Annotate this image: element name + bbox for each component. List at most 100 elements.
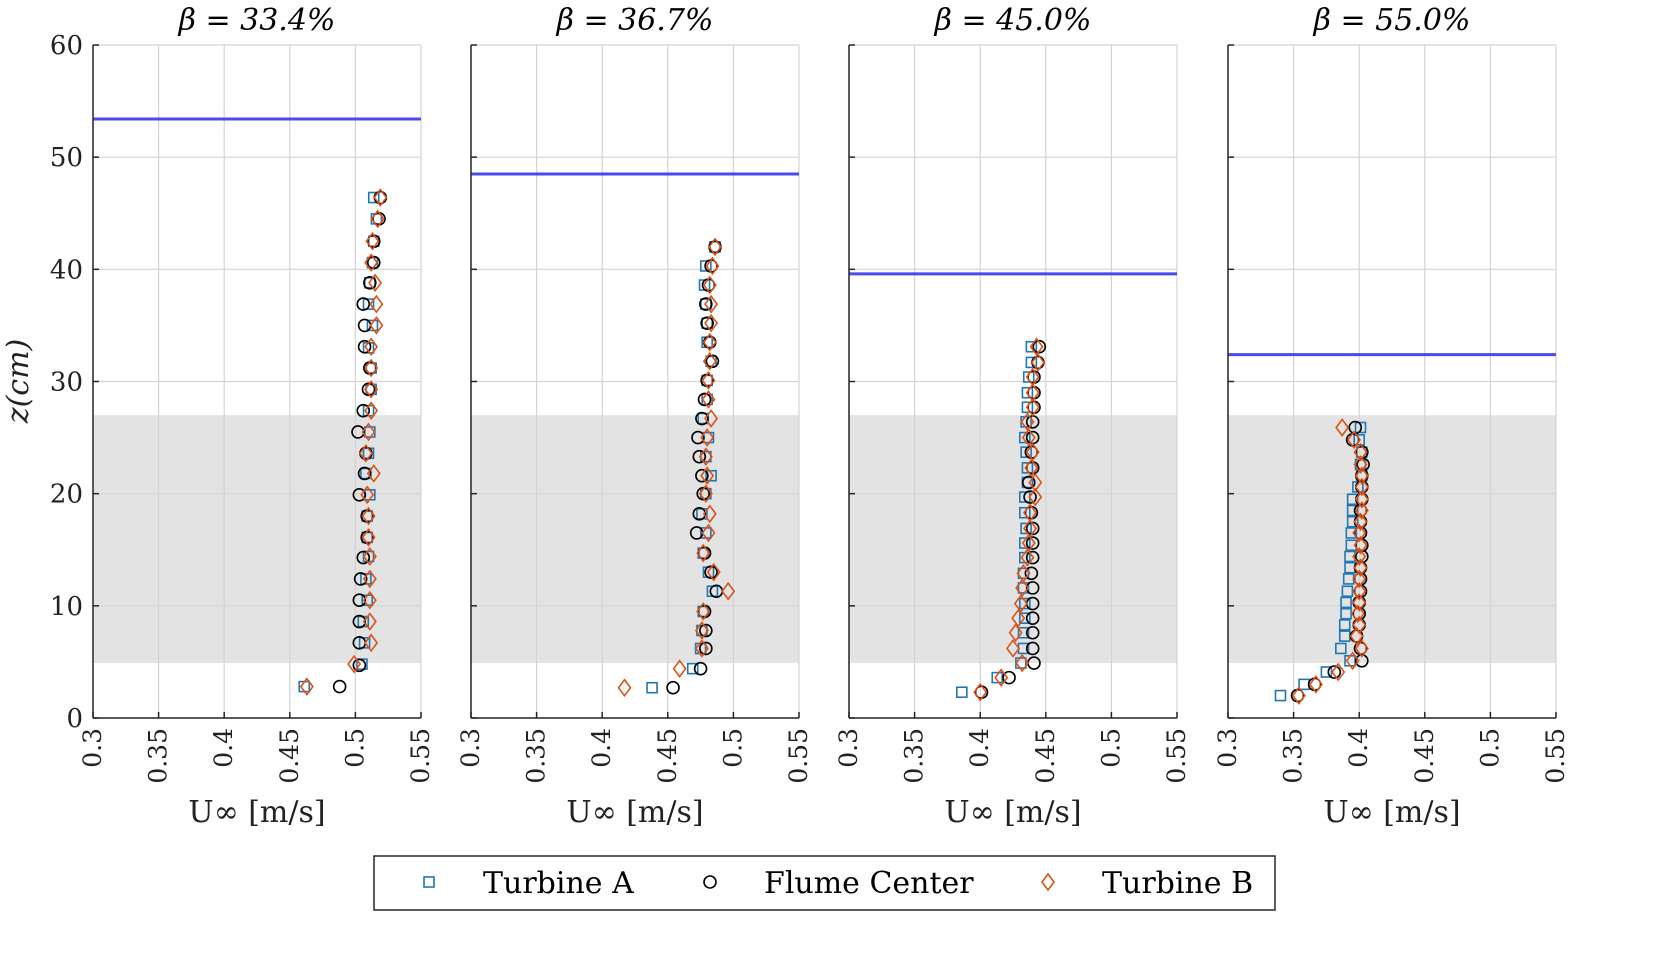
x-axis-label: U∞ [m/s]	[566, 795, 703, 830]
point-turbine-b	[1331, 662, 1346, 682]
point-turbine-a	[1025, 356, 1038, 369]
point-turbine-b	[1013, 594, 1028, 613]
point-flume-center	[1025, 581, 1040, 595]
point-turbine-a	[991, 671, 1004, 684]
panel-title: β = 55.0%	[1313, 3, 1471, 38]
point-flume-center	[1021, 475, 1036, 490]
point-turbine-b	[1030, 353, 1045, 372]
point-turbine-b	[361, 422, 376, 442]
point-turbine-b	[1015, 578, 1030, 598]
turbine-rotor-band	[1228, 415, 1556, 664]
point-turbine-a	[1025, 340, 1038, 353]
point-turbine-a	[362, 298, 375, 310]
point-turbine-a	[701, 317, 713, 329]
panel-2: 0.3 0.35 0.4 0.45 0.5 0.55 β = 36.7% U∞ [m/s]	[456, 3, 813, 830]
point-flume-center	[1025, 625, 1040, 640]
x-tick-label: 0.35	[900, 728, 929, 784]
point-flume-center	[695, 411, 709, 426]
x-tick-label: 0.5	[1475, 728, 1504, 768]
point-turbine-b	[701, 390, 716, 409]
point-turbine-b	[1352, 547, 1367, 566]
point-flume-center	[356, 403, 371, 418]
y-tick-label: 0	[66, 704, 83, 734]
point-turbine-b	[702, 351, 717, 371]
point-turbine-b	[299, 677, 314, 696]
point-turbine-a	[364, 276, 376, 289]
point-turbine-b	[696, 602, 711, 621]
point-flume-center	[697, 392, 712, 407]
point-flume-center	[1031, 355, 1045, 370]
point-turbine-b	[1028, 487, 1043, 507]
point-turbine-b	[1354, 477, 1369, 497]
x-tick-label: 0.5	[1096, 728, 1125, 768]
x-tick-label: 0.55	[406, 728, 435, 784]
legend-box	[373, 855, 1276, 911]
point-turbine-b	[1352, 593, 1367, 612]
panel-title: β = 36.7%	[556, 3, 714, 38]
series-turbine-b	[973, 337, 1045, 702]
y-tick-label: 30	[50, 368, 83, 398]
point-turbine-b	[364, 401, 379, 420]
legend: Turbine A Flume Center Turbine B	[373, 855, 1276, 911]
point-turbine-b	[1353, 558, 1368, 578]
y-tick-label: 40	[50, 255, 83, 285]
point-flume-center	[696, 486, 711, 501]
point-turbine-a	[1298, 678, 1310, 691]
y-tick-label: 10	[50, 592, 83, 622]
point-flume-center	[1025, 611, 1040, 625]
point-turbine-b	[1352, 569, 1367, 589]
point-turbine-a	[1338, 619, 1351, 631]
point-turbine-b	[365, 231, 380, 251]
point-turbine-a	[1019, 506, 1031, 519]
y-tick-label: 50	[50, 143, 83, 173]
point-turbine-b	[702, 332, 717, 352]
point-turbine-a	[705, 469, 717, 482]
point-turbine-b	[705, 256, 720, 276]
point-flume-center	[704, 565, 718, 579]
point-turbine-b	[1354, 501, 1369, 520]
point-turbine-b	[1011, 608, 1026, 628]
point-turbine-b	[1352, 615, 1367, 635]
point-flume-center	[357, 318, 372, 333]
point-turbine-b	[1016, 563, 1031, 583]
point-turbine-b	[360, 485, 375, 505]
point-flume-center	[699, 297, 713, 311]
point-turbine-b	[361, 506, 376, 526]
point-turbine-a	[1019, 537, 1031, 549]
point-turbine-a	[700, 298, 712, 310]
x-tick-label: 0.3	[456, 728, 485, 768]
point-turbine-b	[1350, 604, 1365, 624]
turbine-rotor-band	[471, 415, 799, 664]
point-flume-center	[700, 316, 714, 330]
point-turbine-b	[1015, 653, 1030, 673]
point-turbine-b	[370, 209, 385, 229]
point-turbine-b	[721, 581, 736, 601]
point-turbine-a	[1354, 421, 1367, 434]
point-turbine-b	[698, 447, 713, 466]
x-tick-label: 0.45	[275, 728, 304, 784]
point-flume-center	[1025, 641, 1040, 656]
point-turbine-b	[1008, 623, 1023, 643]
x-tick-label: 0.5	[340, 728, 369, 768]
point-turbine-b	[1021, 533, 1036, 553]
point-turbine-b	[1354, 466, 1369, 486]
x-tick-label: 0.4	[965, 728, 994, 768]
point-turbine-a	[701, 374, 713, 387]
point-turbine-b	[1020, 412, 1035, 432]
point-turbine-b	[1025, 397, 1040, 417]
point-turbine-b	[1021, 428, 1036, 447]
point-flume-center	[1002, 670, 1016, 685]
point-turbine-b	[1352, 581, 1367, 601]
panel-3: 0.3 0.35 0.4 0.45 0.5 0.55 β = 45.0% U∞ [m/s]	[834, 3, 1191, 830]
point-turbine-b	[369, 294, 384, 314]
turbine-rotor-band	[849, 415, 1177, 664]
y-tick-label: 60	[50, 31, 83, 61]
y-axis-label: z(cm)	[1, 339, 36, 424]
point-flume-center	[695, 468, 709, 483]
point-flume-center	[699, 641, 713, 656]
series-turbine-b	[299, 188, 388, 696]
point-turbine-b	[347, 654, 362, 674]
point-turbine-a	[1340, 596, 1352, 609]
point-turbine-a	[366, 319, 379, 332]
